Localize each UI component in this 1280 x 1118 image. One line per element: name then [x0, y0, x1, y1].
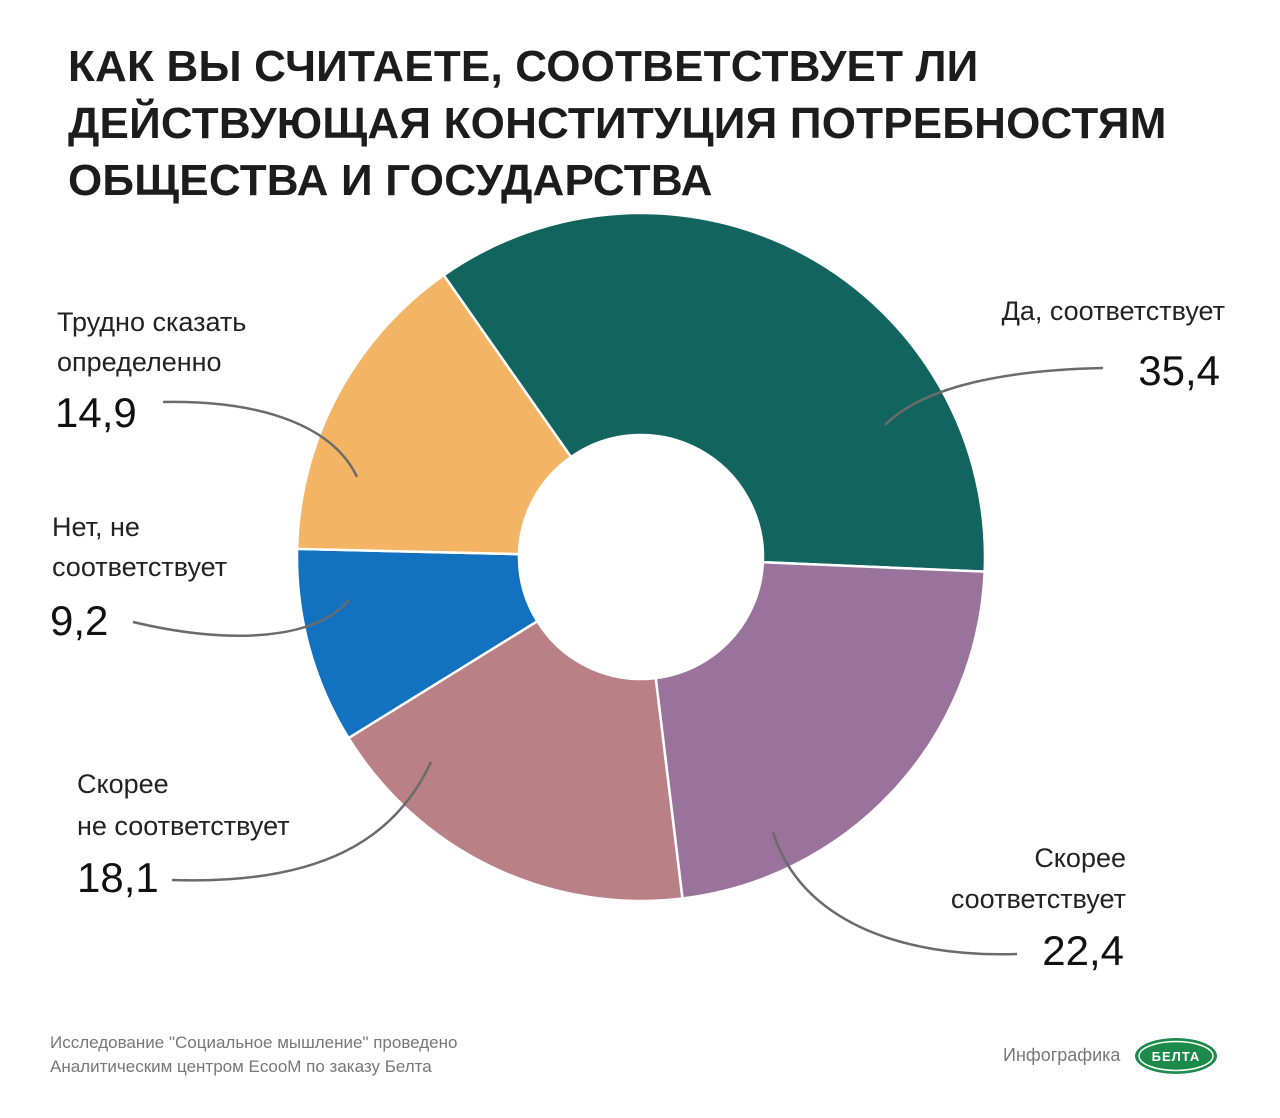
slice-yes: [441, 211, 987, 573]
label-no-line1: Нет, не: [52, 512, 140, 542]
value-rather-yes: 22,4: [1042, 927, 1124, 974]
value-rather-no: 18,1: [77, 854, 159, 901]
source-note-line1: Исследование "Социальное мышление" прове…: [50, 1033, 458, 1052]
label-rather-no-line2: не соответствует: [77, 811, 290, 841]
leader-no: [132, 599, 350, 637]
logo-text: БЕЛТА: [1152, 1049, 1201, 1064]
slice-no: [295, 547, 539, 740]
slice-rather-no: [346, 619, 684, 903]
label-rather-yes-line1: Скорее: [1034, 843, 1126, 873]
label-no-line2: соответствует: [52, 552, 228, 582]
infographic-credit: Инфографика: [1003, 1045, 1121, 1065]
slice-rather-yes: [654, 560, 986, 900]
leader-rather-no: [171, 761, 433, 882]
label-hard-line1: Трудно сказать: [57, 307, 247, 337]
belta-logo: БЕЛТА: [1135, 1038, 1217, 1074]
label-rather-no-line1: Скорее: [77, 769, 169, 799]
source-note: Исследование "Социальное мышление" прове…: [50, 1031, 457, 1079]
source-note-line2: Аналитическим центром EcooM по заказу Бе…: [50, 1057, 432, 1076]
logo-ring: [1138, 1040, 1214, 1072]
chart-title: КАК ВЫ СЧИТАЕТЕ, СООТВЕТСТВУЕТ ЛИ ДЕЙСТВ…: [68, 42, 1167, 205]
slice-hard: [295, 273, 573, 556]
logo-oval: [1135, 1038, 1217, 1074]
label-hard-line2: определенно: [57, 347, 222, 377]
label-yes: Да, соответствует: [1001, 296, 1225, 326]
value-no: 9,2: [50, 597, 109, 644]
leader-rather-yes: [771, 831, 1018, 956]
value-yes: 35,4: [1138, 347, 1220, 394]
value-hard: 14,9: [55, 389, 137, 436]
leader-hard: [162, 400, 359, 478]
leader-yes: [884, 366, 1104, 426]
label-rather-yes-line2: соответствует: [950, 884, 1126, 914]
